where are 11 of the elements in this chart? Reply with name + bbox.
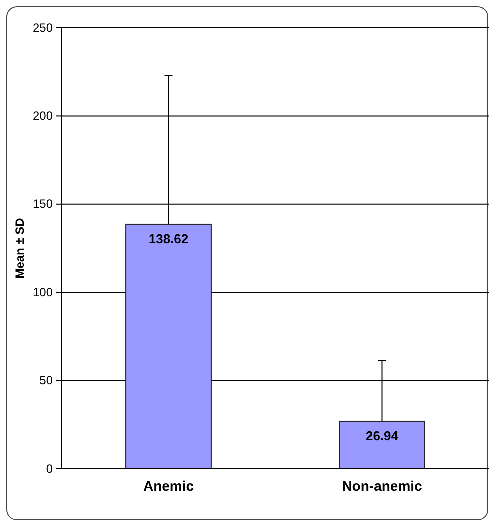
y-tick-label: 100 xyxy=(32,285,54,300)
y-tick-label: 50 xyxy=(40,374,54,388)
y-tick-label: 150 xyxy=(32,197,54,212)
x-tick-label: Non-anemic xyxy=(342,478,423,494)
y-tick-label: 250 xyxy=(32,20,54,35)
x-tick-label: Anemic xyxy=(143,478,194,494)
y-tick-label: 0 xyxy=(46,462,54,476)
data-label: 138.62 xyxy=(148,231,189,246)
data-label: 26.94 xyxy=(366,428,400,444)
y-tick-label: 200 xyxy=(32,109,54,124)
y-axis-title: Mean ± SD xyxy=(13,218,27,279)
